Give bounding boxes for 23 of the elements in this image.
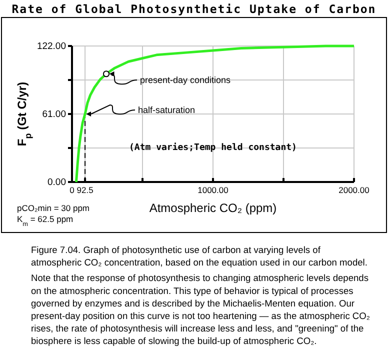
text: K$_{m}$ = 62.5 ppm (17, 214, 74, 228)
x-tick-label: 2000.00 (338, 185, 370, 195)
annotation: half-saturation (138, 105, 196, 115)
text: biosphere is less capable of slowing the build-up of atmospheric CO₂. (31, 336, 317, 346)
annotation: (Atm varies;Temp held constant) (129, 142, 297, 153)
x-tick-label: 92.5 (76, 185, 94, 195)
caption: Figure 7.04. Graph of photosynthetic use of carbon at varying levels of (31, 245, 321, 255)
text: Note that the response of photosynthesis to changing atmospheric levels depends (31, 273, 369, 284)
text: rises, the rate of photosynthesis will increase less and less, and "greening" of the (31, 324, 364, 334)
y-tick-label: 61.00 (42, 109, 66, 120)
y-tick-label: 0.00 (48, 177, 66, 188)
x-tick-label: 0 (70, 185, 75, 195)
x-tick-label: 1000.00 (198, 185, 229, 195)
line-series (74, 44, 356, 184)
x-axis-title: Atmospheric CO₂ (ppm) (149, 201, 277, 215)
text: governed by enzymes and is described by the Michaelis-Menten equation. Our (31, 298, 355, 308)
text: on the atmospheric concentration. This type of behavior is typical of processes (31, 286, 354, 296)
chart-title: Rate of Global Photosynthetic Uptake of Carbon (12, 2, 376, 16)
annotation: present-day conditions (140, 75, 232, 85)
text: present-day position on this curve is not too heartening — as the atmospheric CO₂ (31, 311, 370, 321)
y-tick-label: 122.00 (36, 41, 66, 52)
text: atmospheric CO₂ concentration, based on the equation used in our carbon model. (31, 258, 368, 268)
text: pCO₂min = 30 ppm (17, 203, 90, 213)
